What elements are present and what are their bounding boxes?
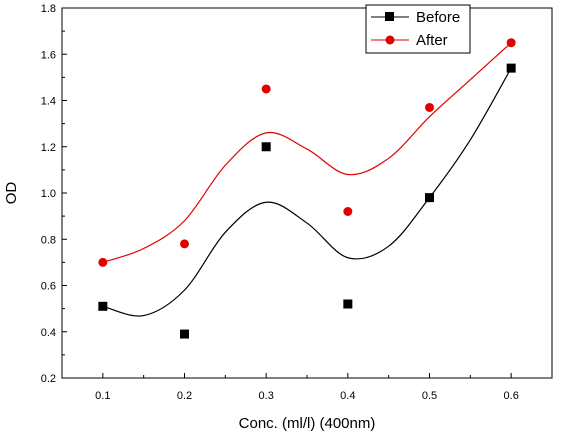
fit-curve-after: [102, 42, 512, 263]
point-before: [425, 193, 434, 203]
legend-label-before: Before: [416, 9, 460, 26]
point-after: [343, 207, 353, 216]
legend-marker-before: [385, 12, 394, 21]
fit-curve-before: [102, 67, 512, 317]
x-tick-label: 0.2: [177, 390, 192, 402]
plot-frame: [61, 7, 553, 379]
point-before: [343, 299, 353, 309]
y-tick-label: 1.0: [41, 188, 56, 200]
point-before: [506, 63, 516, 73]
y-tick-label: 0.4: [41, 327, 56, 339]
y-tick-label: 0.8: [41, 234, 56, 246]
point-after: [180, 239, 189, 249]
point-after: [506, 38, 516, 48]
y-tick-label: 1.6: [41, 49, 56, 61]
point-before: [180, 329, 189, 339]
x-tick-label: 0.1: [95, 390, 110, 402]
point-before: [261, 142, 271, 152]
legend: Before After: [365, 4, 471, 54]
y-tick-label: 0.2: [41, 373, 56, 385]
legend-box: [365, 4, 471, 54]
x-tick-label: 0.6: [504, 390, 519, 402]
y-tick-label: 1.4: [41, 96, 56, 108]
y-tick-label: 0.6: [41, 281, 56, 293]
y-tick-label: 1.2: [41, 142, 56, 154]
y-tick-label: 1.8: [41, 3, 56, 15]
point-before: [98, 301, 108, 311]
legend-marker-after: [385, 35, 395, 45]
x-tick-label: 0.3: [259, 390, 274, 402]
x-tick-label: 0.4: [340, 390, 355, 402]
y-axis-label: OD: [3, 182, 20, 205]
point-after: [261, 84, 271, 94]
point-after: [425, 102, 434, 112]
point-after: [98, 257, 108, 267]
legend-label-after: After: [416, 32, 448, 49]
x-tick-label: 0.5: [422, 390, 437, 402]
x-axis-label: Conc. (ml/l) (400nm): [239, 415, 376, 432]
